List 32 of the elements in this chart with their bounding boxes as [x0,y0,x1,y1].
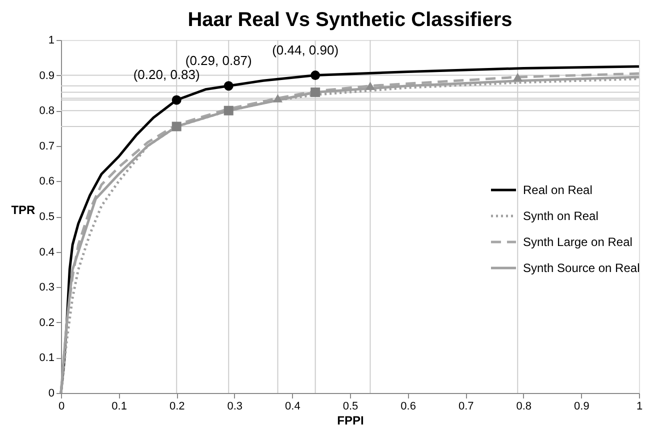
annotation: (0.20, 0.83) [133,67,200,82]
legend-label: Synth on Real [523,209,598,223]
x-axis-title: FPPI [337,414,364,428]
x-tick-label: 0.5 [342,400,358,412]
y-tick-label: 1 [48,34,54,46]
annotation: (0.29, 0.87) [185,52,252,68]
y-tick-label: 0.4 [39,246,54,258]
legend-label: Synth Source on Real [523,261,640,275]
annotation: (0.44, 0.90) [272,42,339,58]
chart-title: Haar Real Vs Synthetic Classifiers [188,9,512,31]
x-tick-label: 0.1 [112,400,127,412]
legend-label: Synth Large on Real [523,235,632,249]
y-tick-label: 0.8 [39,105,54,118]
x-tick-label: 0 [58,400,65,412]
x-tick-label: 0.9 [574,400,590,412]
y-tick-label: 0.2 [39,316,54,329]
x-tick-label: 0.4 [285,400,300,412]
y-tick-label: 0.1 [39,352,54,364]
x-tick-label: 0.3 [227,400,243,412]
x-tick-label: 0.2 [169,400,185,412]
x-tick-label: 1 [636,400,643,412]
x-tick-label: 0.8 [516,400,532,412]
y-axis-title: TPR [11,203,36,217]
y-tick-label: 0.9 [39,70,54,82]
legend-label: Real on Real [523,183,592,197]
y-tick-label: 0.5 [39,211,54,223]
x-tick-label: 0.6 [400,400,416,412]
y-tick-label: 0.3 [39,282,54,294]
y-tick-label: 0.6 [39,176,54,188]
x-tick-label: 0.7 [458,400,474,412]
y-tick-label: 0.7 [39,140,54,152]
y-tick-label: 0 [48,388,54,400]
